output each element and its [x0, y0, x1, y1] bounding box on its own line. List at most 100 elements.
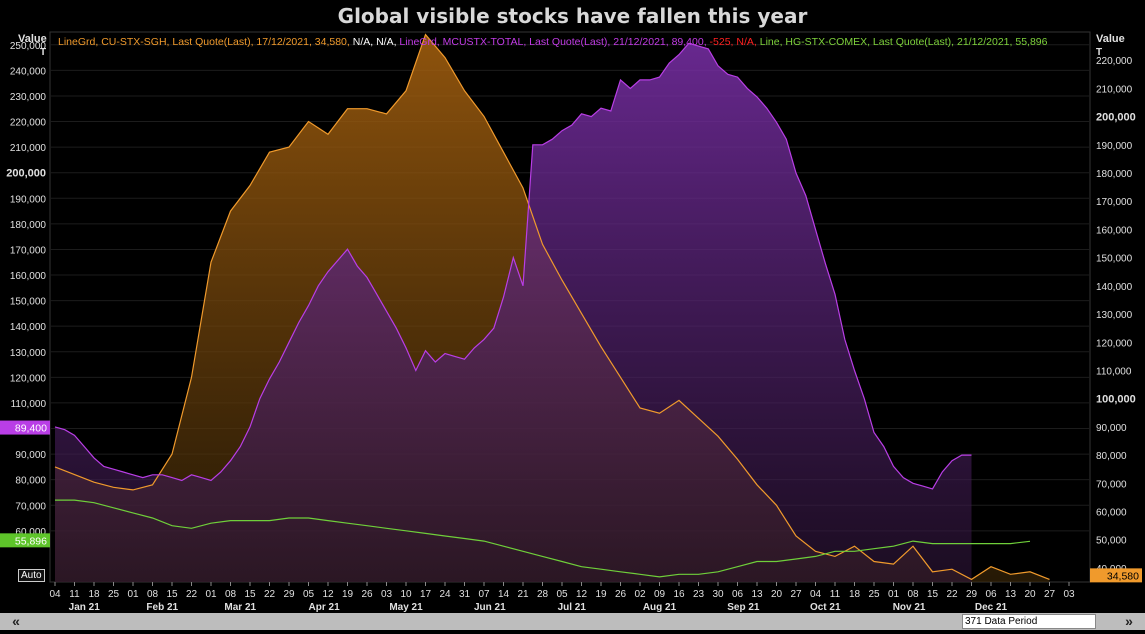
left-axis-title: Value: [18, 33, 47, 45]
legend-entry: Line, HG-STX-COMEX, Last Quote(Last), 21…: [757, 36, 1048, 48]
x-day-label: 05: [303, 589, 315, 600]
mcustx-value-tag-label: 89,400: [15, 423, 47, 435]
left-tick-label: 90,000: [15, 450, 46, 461]
right-tick-label: 110,000: [1096, 366, 1132, 377]
x-day-label: 17: [420, 589, 432, 600]
hg-value-tag: 55,896: [0, 533, 50, 548]
x-day-label: 07: [478, 589, 490, 600]
right-tick-label: 50,000: [1096, 536, 1127, 547]
x-day-label: 03: [1063, 589, 1075, 600]
x-day-label: 20: [771, 589, 783, 600]
mcustx-total-area: [55, 43, 972, 583]
x-day-label: 28: [537, 589, 549, 600]
right-tick-label: 60,000: [1096, 507, 1127, 518]
right-tick-label: 210,000: [1096, 84, 1133, 95]
x-day-label: 01: [127, 589, 139, 600]
x-day-label: 29: [283, 589, 295, 600]
x-month-label: Nov 21: [893, 602, 926, 613]
x-day-label: 02: [634, 589, 646, 600]
x-month-label: Aug 21: [643, 602, 677, 613]
left-tick-label: 190,000: [10, 194, 47, 205]
left-tick-label: 110,000: [11, 399, 47, 410]
scroll-left-button[interactable]: «: [12, 613, 20, 629]
right-tick-label: 120,000: [1096, 338, 1133, 349]
hg-stx-comex-line: [55, 499, 1031, 578]
left-tick-label: 210,000: [10, 143, 47, 154]
x-day-label: 18: [88, 589, 100, 600]
right-axis-title: Value: [1096, 33, 1125, 45]
cu-value-tag-bg: [1090, 568, 1142, 583]
x-month-label: Jan 21: [69, 602, 101, 613]
x-day-label: 08: [225, 589, 237, 600]
x-day-label: 09: [654, 589, 666, 600]
x-day-label: 13: [751, 589, 763, 600]
x-axis: 04 11 18 25 01 08 15 22 01 08 15 22 29 05 12 19 26 03 10 17…: [49, 582, 1075, 613]
x-day-label: 22: [186, 589, 198, 600]
legend-entry: LineGrd, CU-STX-SGH, Last Quote(Last), 1…: [58, 36, 350, 48]
x-day-label: 22: [264, 589, 276, 600]
left-tick-label: 140,000: [10, 322, 47, 333]
x-day-label: 21: [517, 589, 529, 600]
x-month-label: Jun 21: [474, 602, 506, 613]
x-day-label: 04: [810, 589, 822, 600]
x-day-label: 06: [985, 589, 997, 600]
legend: LineGrd, CU-STX-SGH, Last Quote(Last), 1…: [58, 36, 1048, 48]
left-tick-label: 80,000: [15, 476, 46, 487]
x-day-label: 26: [361, 589, 373, 600]
chart-title: Global visible stocks have fallen this y…: [337, 4, 808, 28]
left-tick-label: 250,000: [10, 41, 47, 52]
scroll-right-button[interactable]: »: [1125, 613, 1133, 629]
x-month-label: Mar 21: [224, 602, 256, 613]
x-day-label: 15: [166, 589, 178, 600]
x-day-label: 19: [342, 589, 354, 600]
right-tick-label: 70,000: [1096, 479, 1127, 490]
value-tags: 89,400 55,896 34,580: [0, 420, 1142, 583]
right-axis-unit: T: [1096, 47, 1102, 58]
x-month-label: Feb 21: [146, 602, 178, 613]
left-tick-label: 160,000: [10, 271, 47, 282]
x-day-label: 10: [400, 589, 412, 600]
x-day-label: 06: [732, 589, 744, 600]
series-layer: [54, 33, 1050, 583]
right-tick-label: 160,000: [1096, 225, 1133, 236]
x-day-label: 12: [576, 589, 588, 600]
left-tick-label: 200,000: [6, 168, 46, 180]
left-tick-label: 240,000: [10, 66, 47, 77]
mcustx-total-line: [54, 42, 972, 490]
mcustx-value-tag-bg: [0, 420, 50, 435]
time-scrollbar[interactable]: « 371 Data Period »: [0, 613, 1145, 630]
x-day-label: 26: [615, 589, 627, 600]
x-day-label: 05: [556, 589, 568, 600]
cu-value-tag: 34,580: [1090, 568, 1142, 583]
left-tick-label: 60,000: [15, 527, 46, 538]
x-day-label: 16: [673, 589, 685, 600]
x-day-label: 15: [927, 589, 939, 600]
left-axis-unit: T: [40, 47, 46, 58]
x-day-label: 11: [830, 589, 841, 600]
x-day-label: 27: [790, 589, 802, 600]
cu-stx-sgh-line: [54, 33, 1050, 581]
x-day-label: 30: [712, 589, 724, 600]
left-tick-label: 180,000: [10, 220, 47, 231]
x-month-label: Dec 21: [975, 602, 1008, 613]
x-day-label: 03: [381, 589, 393, 600]
x-day-label: 13: [1005, 589, 1017, 600]
hg-value-tag-label: 55,896: [15, 535, 47, 547]
mcustx-value-tag: 89,400: [0, 420, 50, 435]
x-day-label: 25: [108, 589, 120, 600]
right-tick-label: 130,000: [1096, 310, 1133, 321]
x-month-label: May 21: [389, 602, 423, 613]
right-tick-label: 180,000: [1096, 169, 1133, 180]
auto-scale-button-left[interactable]: Auto: [18, 569, 45, 582]
right-tick-label: 100,000: [1096, 394, 1136, 406]
right-tick-label: 90,000: [1096, 423, 1127, 434]
right-tick-label: 80,000: [1096, 451, 1127, 462]
left-tick-label: 130,000: [10, 348, 47, 359]
right-tick-label: 140,000: [1096, 282, 1133, 293]
x-day-label: 27: [1044, 589, 1056, 600]
x-day-label: 29: [966, 589, 978, 600]
x-month-label: Sep 21: [727, 602, 760, 613]
x-day-label: 20: [1024, 589, 1036, 600]
left-tick-label: 150,000: [10, 297, 47, 308]
data-period-field[interactable]: 371 Data Period: [962, 614, 1096, 629]
